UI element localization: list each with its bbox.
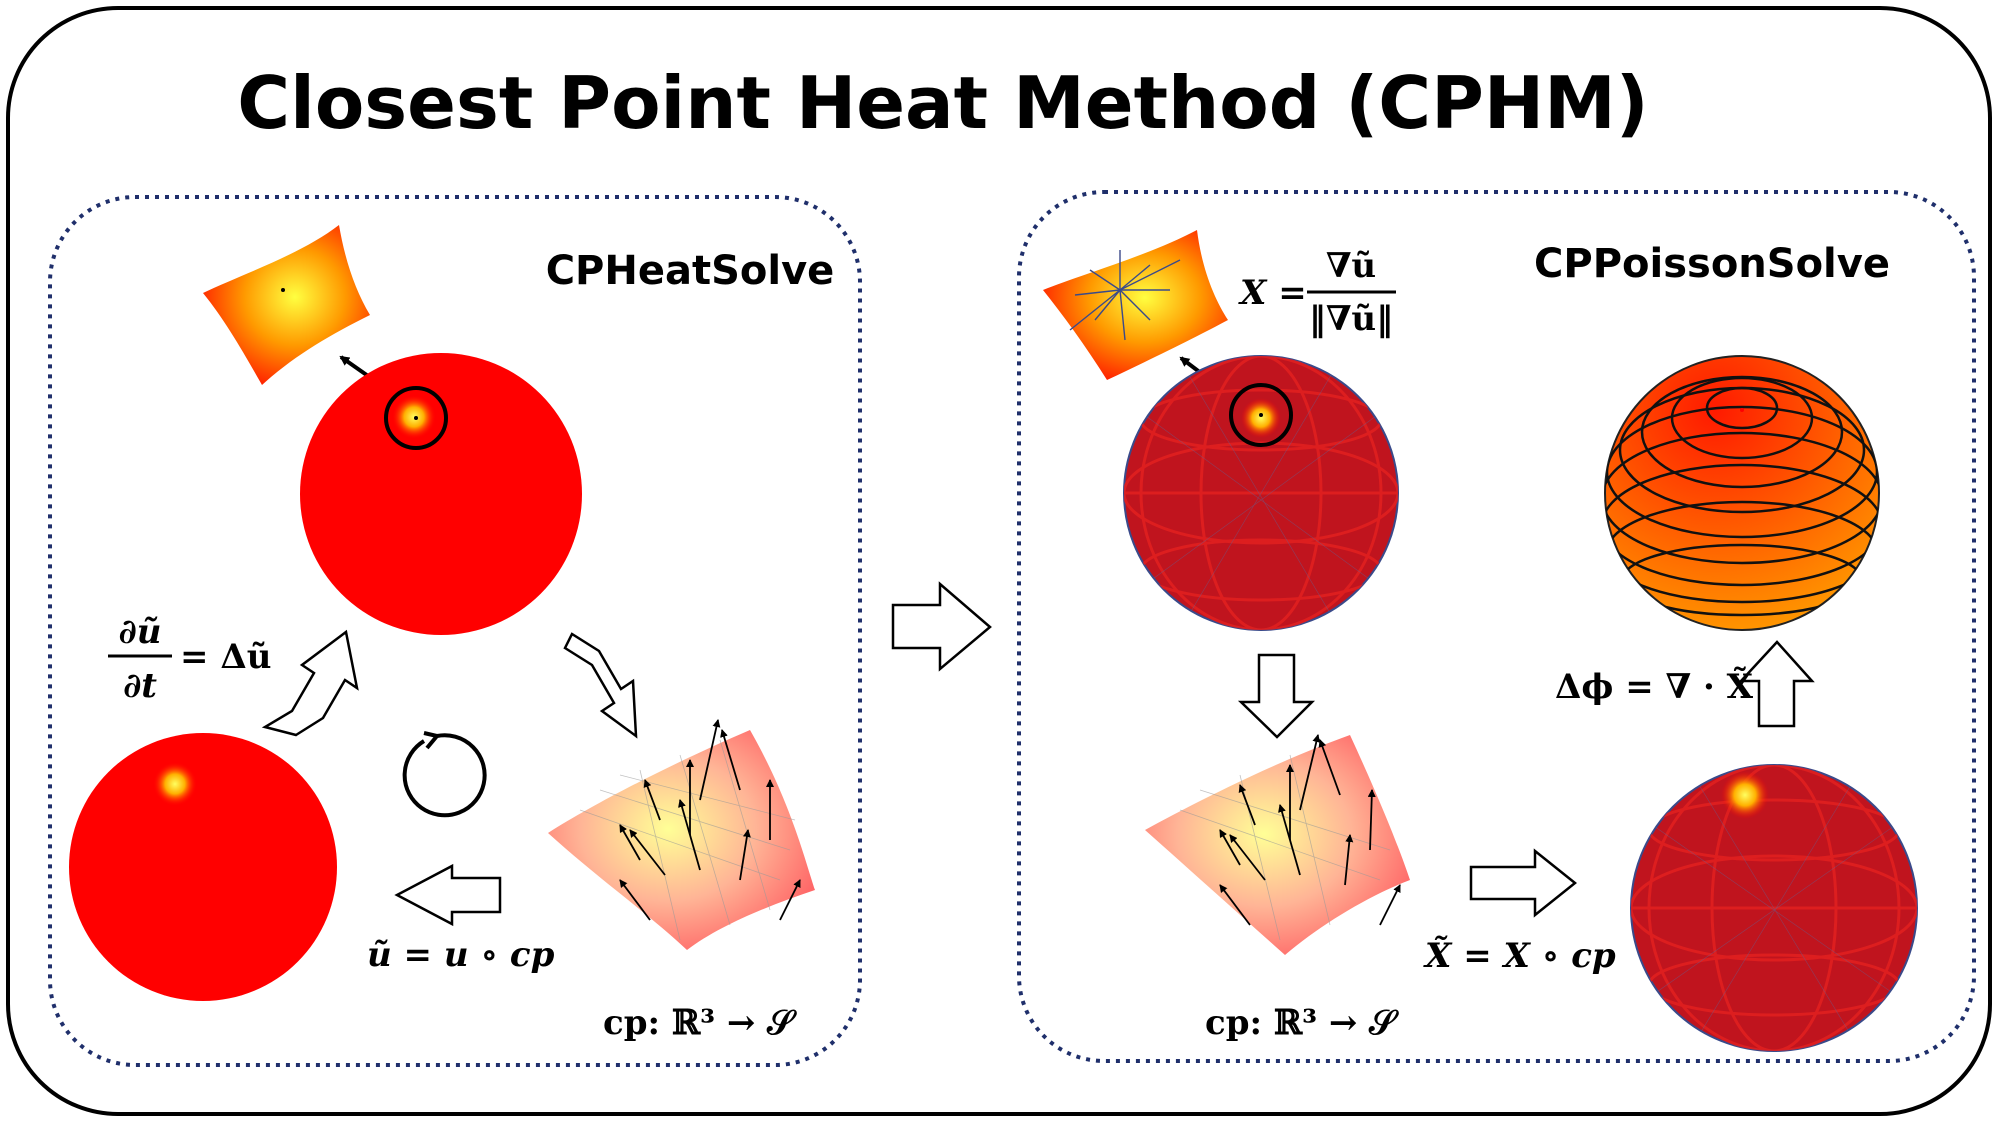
page-title: Closest Point Heat Method (CPHM) bbox=[237, 61, 1648, 145]
hollow-arrow-icon bbox=[1469, 848, 1578, 918]
poisson-equation: Δϕ = ∇ · X̃ bbox=[1555, 667, 1754, 707]
poisson-panel-title: CPPoissonSolve bbox=[1534, 241, 1890, 287]
cycle-arrow-icon bbox=[402, 731, 487, 818]
svg-text:X =: X = bbox=[1238, 273, 1307, 313]
svg-text:‖∇ũ‖: ‖∇ũ‖ bbox=[1309, 299, 1393, 339]
svg-text:∂t: ∂t bbox=[123, 666, 157, 706]
dark-vector-sphere-top bbox=[1123, 355, 1399, 631]
hollow-arrow-icon bbox=[891, 581, 992, 672]
svg-text:= Δũ: = Δũ bbox=[180, 637, 271, 677]
svg-text:∇ũ: ∇ũ bbox=[1326, 246, 1376, 286]
dark-vector-sphere-bottom bbox=[1630, 764, 1918, 1052]
cp-map-right: cp: ℝ³ → 𝒮 bbox=[1205, 1003, 1399, 1043]
hollow-arrow-icon bbox=[1738, 640, 1815, 728]
gradient-equation: X = ∇ũ ‖∇ũ‖ bbox=[1238, 246, 1396, 339]
heat-patch-zoom bbox=[203, 225, 370, 385]
heat-panel-title: CPHeatSolve bbox=[546, 248, 835, 294]
heat-panel-border bbox=[48, 195, 862, 1067]
zoom-circle-right bbox=[1229, 383, 1293, 447]
svg-text:∂ũ: ∂ũ bbox=[119, 612, 162, 652]
vector-field-patch-zoom bbox=[1043, 230, 1228, 380]
vector-patch-left bbox=[548, 719, 815, 950]
red-sphere-bottom bbox=[69, 733, 337, 1001]
distance-sphere bbox=[1604, 355, 1880, 631]
hollow-arrow-icon bbox=[563, 632, 638, 739]
outer-frame bbox=[6, 6, 1992, 1116]
heat-equation: ∂ũ ∂t = Δũ bbox=[108, 612, 271, 706]
vector-extension-equation: X̃ = X ∘ cp bbox=[1423, 936, 1616, 976]
hollow-arrow-icon bbox=[394, 863, 502, 927]
red-sphere-top bbox=[300, 353, 582, 635]
poisson-panel-border bbox=[1017, 190, 1976, 1063]
sphere-hotspot bbox=[392, 395, 436, 439]
extension-equation: ũ = u ∘ cp bbox=[367, 935, 555, 975]
cp-map-left: cp: ℝ³ → 𝒮 bbox=[603, 1003, 797, 1043]
hollow-arrow-icon bbox=[1237, 653, 1316, 739]
zoom-circle-left bbox=[384, 386, 448, 450]
hollow-arrow-icon bbox=[261, 629, 359, 737]
vector-patch-right bbox=[1145, 734, 1410, 955]
